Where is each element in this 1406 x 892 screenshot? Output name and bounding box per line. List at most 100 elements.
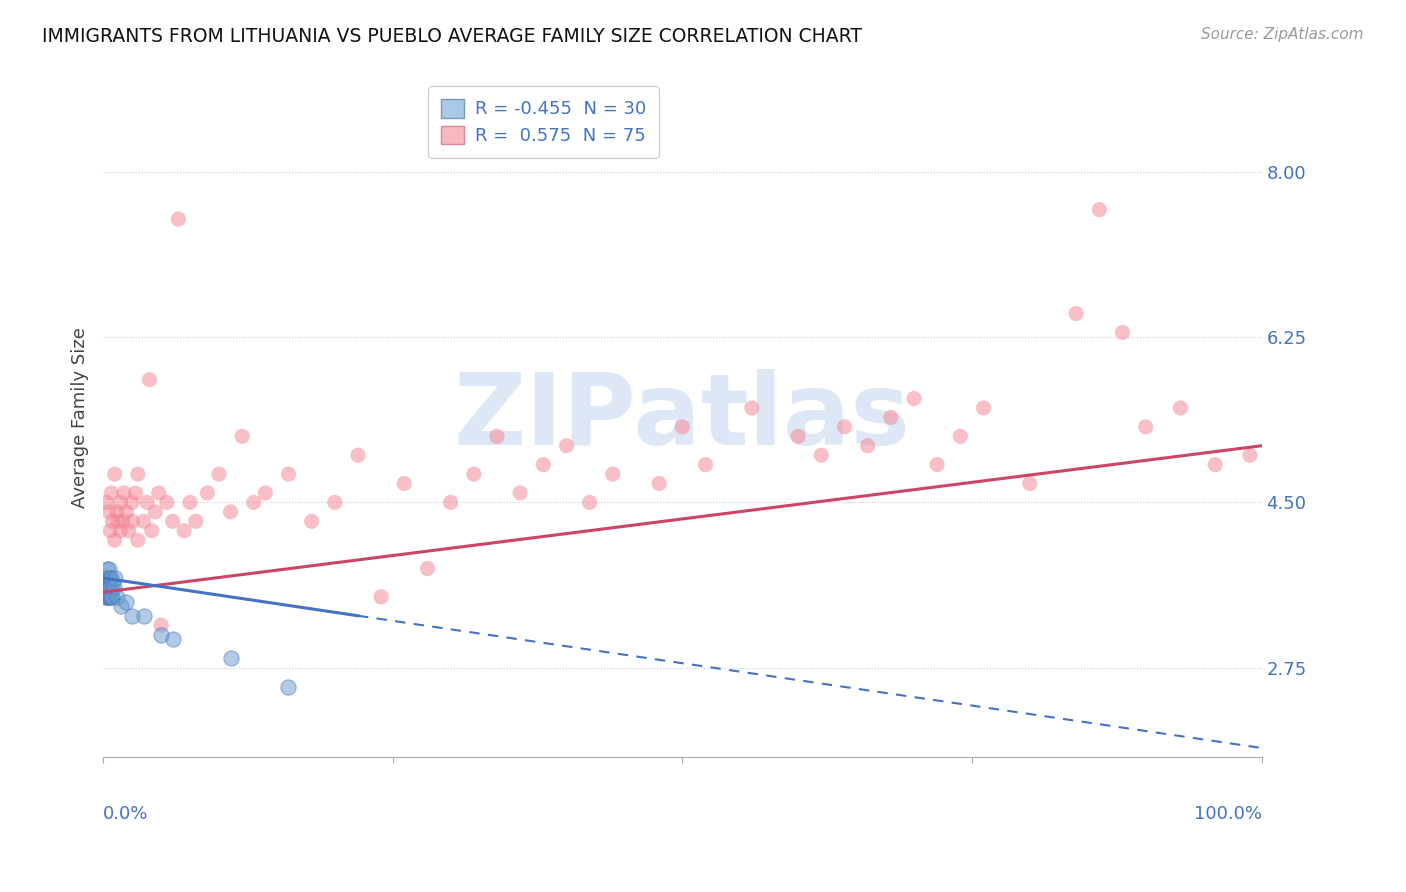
Point xyxy=(101,514,124,528)
Point xyxy=(104,533,127,548)
Point xyxy=(184,514,207,528)
Point xyxy=(162,514,184,528)
Point xyxy=(96,495,118,509)
Legend: R = -0.455  N = 30, R =  0.575  N = 75: R = -0.455 N = 30, R = 0.575 N = 75 xyxy=(427,87,659,158)
Point xyxy=(179,495,201,509)
Point xyxy=(132,514,155,528)
Point xyxy=(124,486,146,500)
Point xyxy=(101,581,124,595)
Point xyxy=(96,561,118,575)
Text: Source: ZipAtlas.com: Source: ZipAtlas.com xyxy=(1201,27,1364,42)
Point xyxy=(97,505,120,519)
Point xyxy=(138,373,160,387)
Point xyxy=(98,590,121,604)
Point xyxy=(1088,202,1111,217)
Point xyxy=(949,429,972,443)
Point xyxy=(485,429,508,443)
Text: ZIPatlas: ZIPatlas xyxy=(454,369,911,466)
Point xyxy=(602,467,624,481)
Point xyxy=(219,505,242,519)
Point xyxy=(115,594,138,608)
Point xyxy=(1204,458,1226,472)
Point xyxy=(463,467,485,481)
Point xyxy=(648,476,671,491)
Point xyxy=(98,581,121,595)
Point xyxy=(834,420,856,434)
Point xyxy=(254,486,277,500)
Point xyxy=(97,590,120,604)
Point xyxy=(115,505,138,519)
Point xyxy=(810,448,832,462)
Point xyxy=(96,590,118,604)
Point xyxy=(741,401,763,415)
Point xyxy=(167,212,190,227)
Point xyxy=(105,505,128,519)
Text: 100.0%: 100.0% xyxy=(1194,805,1261,823)
Point xyxy=(141,524,163,538)
Point xyxy=(1064,306,1087,320)
Point xyxy=(121,495,143,509)
Point xyxy=(93,581,115,595)
Y-axis label: Average Family Size: Average Family Size xyxy=(72,327,89,508)
Point xyxy=(208,467,231,481)
Point xyxy=(148,486,170,500)
Point xyxy=(440,495,463,509)
Point xyxy=(856,439,879,453)
Point xyxy=(111,514,134,528)
Point xyxy=(219,651,242,665)
Point xyxy=(136,495,159,509)
Point xyxy=(97,581,120,595)
Point xyxy=(100,590,122,604)
Point xyxy=(150,627,173,641)
Point xyxy=(695,458,717,472)
Point xyxy=(101,590,124,604)
Point xyxy=(121,608,143,623)
Text: IMMIGRANTS FROM LITHUANIA VS PUEBLO AVERAGE FAMILY SIZE CORRELATION CHART: IMMIGRANTS FROM LITHUANIA VS PUEBLO AVER… xyxy=(42,27,862,45)
Point xyxy=(173,524,195,538)
Point xyxy=(121,514,143,528)
Point xyxy=(112,486,135,500)
Point xyxy=(323,495,346,509)
Point xyxy=(787,429,810,443)
Point xyxy=(1170,401,1192,415)
Point xyxy=(927,458,949,472)
Point xyxy=(277,680,299,694)
Point xyxy=(1018,476,1040,491)
Point xyxy=(104,571,127,585)
Point xyxy=(162,632,184,647)
Point xyxy=(98,571,121,585)
Point xyxy=(1111,326,1133,340)
Point xyxy=(98,524,121,538)
Point xyxy=(880,410,903,425)
Point xyxy=(531,458,554,472)
Point xyxy=(1135,420,1157,434)
Point xyxy=(156,495,179,509)
Point xyxy=(277,467,299,481)
Point xyxy=(103,581,125,595)
Point xyxy=(94,571,117,585)
Point xyxy=(96,581,118,595)
Point xyxy=(110,599,132,614)
Point xyxy=(132,608,155,623)
Point xyxy=(94,590,117,604)
Point xyxy=(127,533,149,548)
Point xyxy=(242,495,264,509)
Point xyxy=(973,401,995,415)
Point xyxy=(97,581,120,595)
Point xyxy=(97,561,120,575)
Point xyxy=(394,476,416,491)
Point xyxy=(143,505,166,519)
Point xyxy=(100,486,122,500)
Point xyxy=(105,590,128,604)
Point xyxy=(231,429,253,443)
Point xyxy=(110,524,132,538)
Point xyxy=(104,467,127,481)
Point xyxy=(110,495,132,509)
Text: 0.0%: 0.0% xyxy=(103,805,149,823)
Point xyxy=(107,514,129,528)
Point xyxy=(97,571,120,585)
Point xyxy=(578,495,600,509)
Point xyxy=(416,561,439,575)
Point xyxy=(117,524,139,538)
Point xyxy=(127,467,149,481)
